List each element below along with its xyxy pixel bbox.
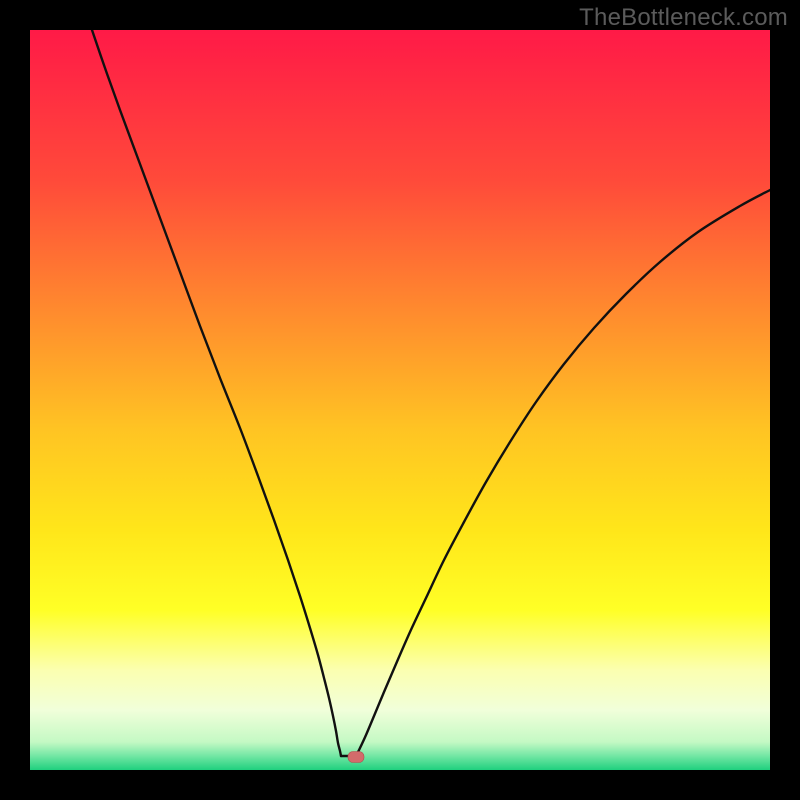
bottleneck-chart — [0, 0, 800, 800]
watermark-text: TheBottleneck.com — [579, 4, 788, 32]
minimum-marker — [348, 752, 364, 763]
chart-frame: TheBottleneck.com — [0, 0, 800, 800]
gradient-background — [30, 30, 770, 770]
